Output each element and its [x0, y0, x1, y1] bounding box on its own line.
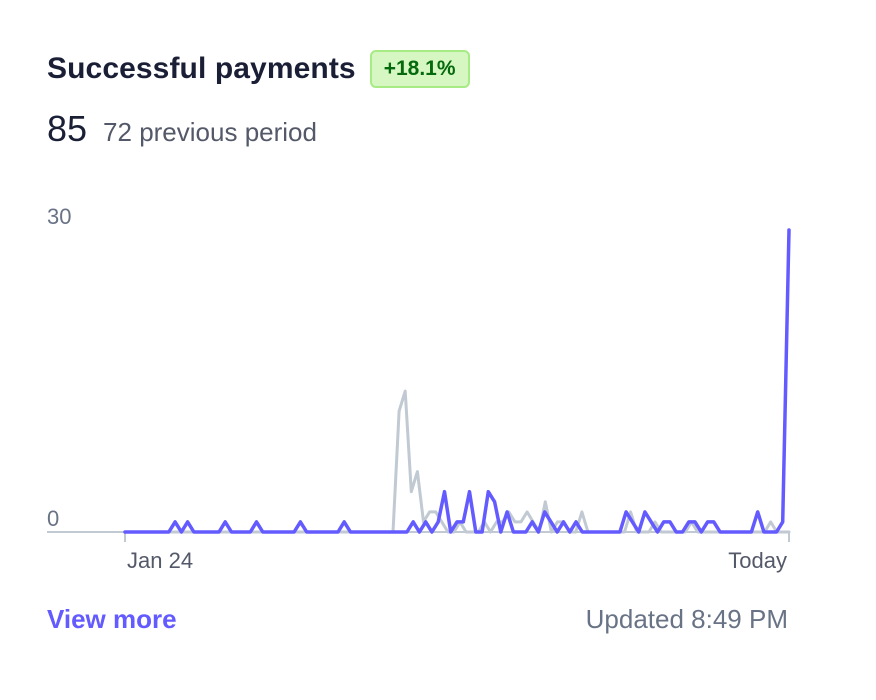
metric-row: 85 72 previous period — [47, 108, 317, 150]
view-more-link[interactable]: View more — [47, 604, 177, 634]
y-tick-max: 30 — [47, 204, 72, 229]
x-tick-label-start: Jan 24 — [127, 548, 194, 573]
updated-timestamp: Updated 8:49 PM — [585, 604, 788, 634]
card-title: Successful payments — [47, 52, 356, 85]
x-tick-label-end: Today — [728, 548, 787, 573]
card-header: Successful payments +18.1% — [47, 50, 470, 88]
previous-period-line — [123, 389, 791, 534]
y-tick-min: 0 — [47, 506, 60, 531]
change-badge: +18.1% — [369, 50, 470, 88]
current-value: 85 — [47, 108, 88, 149]
previous-period-text: 72 previous period — [103, 117, 317, 147]
current-period-line — [123, 228, 791, 534]
